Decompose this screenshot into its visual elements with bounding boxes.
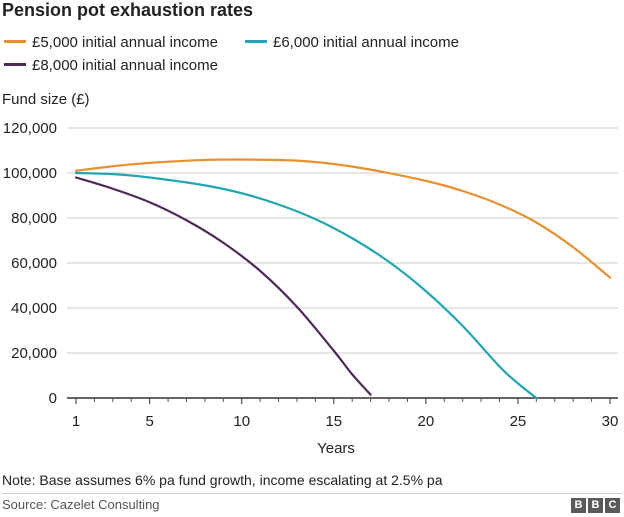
y-tick-label: 60,000 xyxy=(11,255,57,272)
x-tick-label: 20 xyxy=(418,413,435,430)
bbc-logo-letter: B xyxy=(588,498,603,513)
y-tick-label: 20,000 xyxy=(11,345,57,362)
x-tick-label: 30 xyxy=(602,413,619,430)
y-tick-label: 40,000 xyxy=(11,300,57,317)
y-tick-label: 80,000 xyxy=(11,210,57,227)
legend-swatch-6000 xyxy=(245,39,267,43)
y-axis-label: Fund size (£) xyxy=(2,91,90,108)
x-tick-label: 25 xyxy=(510,413,527,430)
bbc-logo: B B C xyxy=(571,498,620,513)
x-tick-label: 10 xyxy=(233,413,250,430)
legend-entry-8000: £8,000 initial annual income xyxy=(4,57,218,74)
y-tick-label: 0 xyxy=(49,390,57,407)
legend-label-5000: £5,000 initial annual income xyxy=(32,34,218,51)
legend-entry-6000: £6,000 initial annual income xyxy=(245,34,459,51)
chart-note: Note: Base assumes 6% pa fund growth, in… xyxy=(2,472,443,488)
legend-label-6000: £6,000 initial annual income xyxy=(273,34,459,51)
y-tick-label: 100,000 xyxy=(3,165,57,182)
footer-divider xyxy=(2,493,622,494)
x-tick-label: 1 xyxy=(72,413,80,430)
legend-swatch-8000 xyxy=(4,62,26,66)
y-tick-label: 120,000 xyxy=(3,120,57,137)
bbc-logo-letter: B xyxy=(571,498,586,513)
x-tick-label: 15 xyxy=(325,413,342,430)
legend-entry-5000: £5,000 initial annual income xyxy=(4,34,218,51)
bbc-logo-letter: C xyxy=(605,498,620,513)
line-chart: 0 20,000 40,000 60,000 80,000 100,000 120,000 1… xyxy=(3,120,619,457)
series-line-0 xyxy=(74,158,612,279)
chart-source: Source: Cazelet Consulting xyxy=(2,497,160,512)
x-axis-label: Years xyxy=(317,440,355,457)
series-line-2 xyxy=(74,176,372,396)
x-tick-label: 5 xyxy=(145,413,153,430)
series-line-1 xyxy=(74,171,538,400)
legend-label-8000: £8,000 initial annual income xyxy=(32,57,218,74)
legend-swatch-5000 xyxy=(4,39,26,43)
chart-title: Pension pot exhaustion rates xyxy=(2,0,254,20)
